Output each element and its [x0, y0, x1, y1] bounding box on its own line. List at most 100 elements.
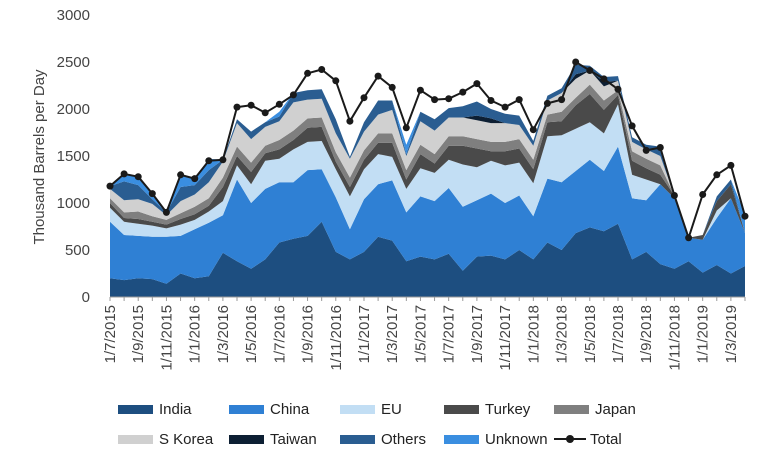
- total-point: [572, 58, 580, 66]
- stacked-areas: [110, 64, 745, 297]
- total-point: [473, 80, 481, 88]
- total-point: [685, 234, 693, 242]
- x-tick-label: 1/7/2018: [610, 305, 627, 363]
- total-point: [148, 190, 156, 198]
- total-point: [275, 100, 283, 108]
- total-point: [543, 99, 551, 107]
- legend-label-total: Total: [590, 430, 622, 448]
- total-point: [501, 103, 509, 111]
- legend-label-turkey: Turkey: [485, 400, 531, 418]
- total-point: [558, 96, 566, 104]
- x-tick-label: 1/7/2016: [271, 305, 288, 363]
- legend-label-japan: Japan: [595, 400, 636, 418]
- total-point: [741, 212, 749, 220]
- total-point: [642, 146, 650, 154]
- total-point: [487, 97, 495, 104]
- total-point: [219, 156, 227, 164]
- total-point: [177, 171, 185, 179]
- legend-swatch-eu: [340, 404, 375, 414]
- total-point: [332, 77, 340, 85]
- total-point: [374, 72, 382, 80]
- y-tick-label: 0: [82, 289, 90, 306]
- x-tick-label: 1/7/2015: [102, 305, 119, 363]
- legend-swatch-india: [118, 404, 153, 414]
- total-point: [431, 96, 439, 104]
- total-point: [304, 69, 312, 77]
- y-tick-label: 500: [65, 242, 90, 259]
- y-tick-label: 1000: [57, 195, 90, 212]
- legend-label-china: China: [270, 400, 310, 418]
- legend-label-india: India: [159, 400, 192, 418]
- total-point: [402, 124, 410, 132]
- y-tick-label: 2500: [57, 54, 90, 71]
- x-tick-label: 1/1/2016: [187, 305, 204, 363]
- legend-row-2: S Korea Taiwan Others Unknown Total: [118, 427, 758, 451]
- total-point: [191, 175, 199, 183]
- legend-swatch-taiwan: [229, 434, 264, 444]
- legend-label-others: Others: [381, 430, 427, 448]
- x-tick-label: 1/5/2017: [412, 305, 429, 363]
- total-point: [162, 208, 170, 216]
- x-tick-label: 1/9/2018: [638, 305, 655, 363]
- total-point: [261, 109, 269, 117]
- legend-swatch-turkey: [444, 404, 479, 414]
- total-point: [699, 191, 707, 198]
- legend-item-eu: EU: [340, 401, 444, 418]
- total-point: [515, 96, 523, 104]
- total-point: [614, 85, 622, 93]
- total-point: [318, 66, 326, 73]
- total-point: [459, 88, 467, 96]
- total-point: [233, 103, 241, 111]
- legend-item-china: China: [229, 401, 340, 418]
- total-point: [445, 95, 453, 103]
- total-point: [727, 161, 735, 169]
- total-line: [109, 61, 746, 239]
- total-point: [416, 86, 424, 94]
- area-india: [110, 221, 745, 297]
- legend-label-taiwan: Taiwan: [270, 430, 317, 448]
- x-tick-label: 1/11/2016: [328, 305, 345, 371]
- x-tick-label: 1/11/2018: [666, 305, 683, 371]
- total-point: [586, 67, 594, 74]
- legend-item-unknown: Unknown: [444, 431, 554, 448]
- x-tick-label: 1/9/2017: [469, 305, 486, 363]
- x-tick-label: 1/11/2015: [158, 305, 175, 371]
- x-tick-label: 1/1/2017: [356, 305, 373, 363]
- area-china: [110, 146, 745, 284]
- legend-item-turkey: Turkey: [444, 401, 554, 418]
- legend-item-japan: Japan: [554, 401, 664, 418]
- legend-swatch-china: [229, 404, 264, 414]
- legend-label-eu: EU: [381, 400, 402, 418]
- y-tick-label: 2000: [57, 101, 90, 118]
- total-point: [106, 182, 114, 190]
- legend-label-s-korea: S Korea: [159, 430, 214, 448]
- total-point: [670, 192, 678, 199]
- x-tick-label: 1/1/2018: [525, 305, 542, 363]
- x-tick-label: 1/7/2017: [441, 305, 458, 363]
- x-tick-label: 1/3/2016: [215, 305, 232, 363]
- x-tick-label: 1/3/2017: [384, 305, 401, 363]
- total-point: [289, 91, 297, 99]
- area-eu: [110, 104, 745, 240]
- y-axis-label: Thousand Barrels per Day: [31, 69, 48, 245]
- total-line-group: [106, 58, 749, 242]
- x-axis: 1/7/2015 1/9/2015 1/11/2015 1/1/2016 1/3/201…: [102, 296, 746, 371]
- total-point: [360, 94, 368, 102]
- legend-item-total: Total: [554, 431, 664, 448]
- total-point: [134, 173, 142, 181]
- legend-item-others: Others: [340, 431, 444, 448]
- x-tick-label: 1/5/2018: [582, 305, 599, 363]
- total-point: [529, 126, 537, 134]
- legend-swatch-unknown: [444, 434, 479, 444]
- total-point: [656, 144, 664, 151]
- total-point: [388, 83, 396, 91]
- legend-swatch-others: [340, 434, 375, 444]
- x-tick-label: 1/1/2019: [695, 305, 712, 363]
- legend-item-s-korea: S Korea: [118, 431, 229, 448]
- total-point: [346, 117, 354, 125]
- x-tick-label: 1/5/2016: [243, 305, 260, 363]
- legend-label-unknown: Unknown: [485, 430, 548, 448]
- y-tick-label: 1500: [57, 148, 90, 165]
- total-point: [600, 75, 608, 83]
- total-point: [247, 101, 255, 109]
